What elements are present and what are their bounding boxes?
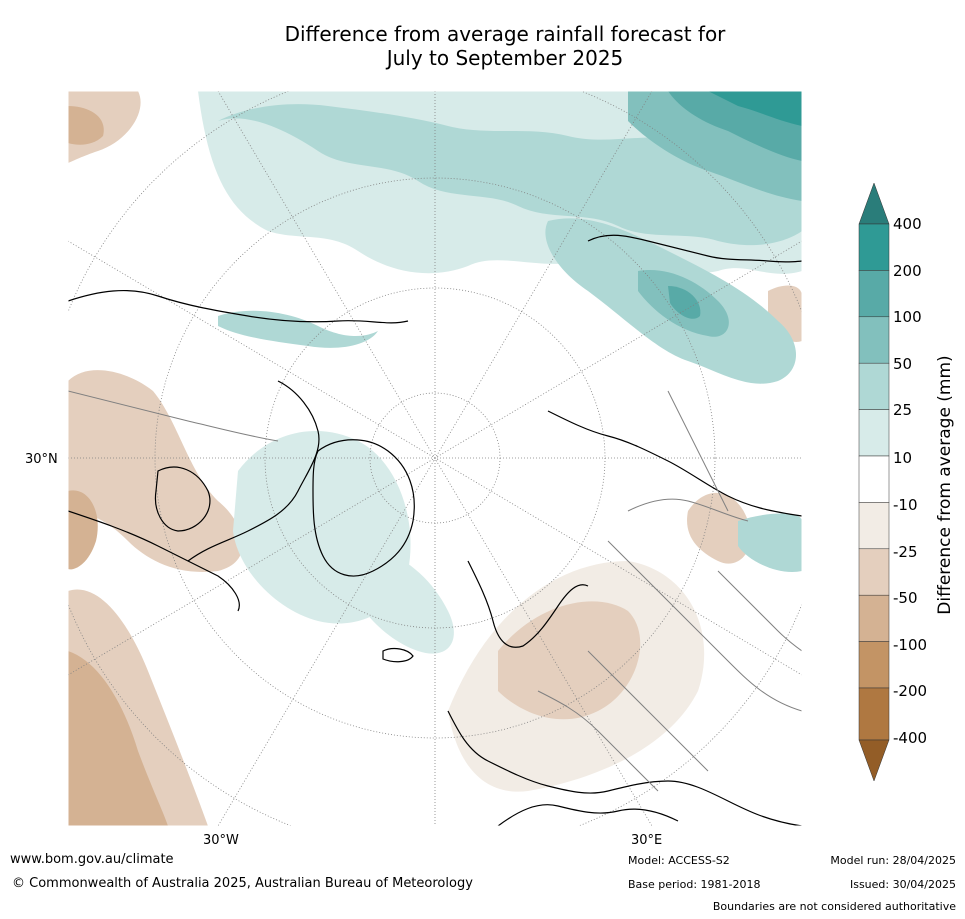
meridian-line — [68, 240, 802, 676]
colorbar-tick-neg50: -50 — [893, 589, 918, 607]
boundary-line — [627, 498, 749, 522]
footer-website: www.bom.gov.au/climate — [10, 852, 174, 867]
coastline-canada-arctic — [187, 380, 320, 562]
colorbar-extend-bottom — [858, 739, 890, 782]
colorbar-tick-neg25: -25 — [893, 543, 918, 561]
dry-region-europe-core — [498, 601, 641, 720]
colorbar-tick-400: 400 — [893, 215, 922, 233]
wet-region-alaska — [218, 310, 378, 348]
wet-region-north-atlantic — [348, 549, 454, 654]
footer-model: Model: ACCESS-S2 — [628, 854, 730, 867]
wet-region-siberia-peak — [668, 286, 701, 319]
coastline-scandinavia — [467, 560, 589, 648]
title-line-1: Difference from average rainfall forecas… — [284, 22, 726, 46]
lat-label-30n: 30°N — [25, 452, 58, 467]
colorbar-tick-neg100: -100 — [893, 636, 928, 654]
footer-copyright: © Commonwealth of Australia 2025, Austra… — [12, 876, 473, 891]
lon-label-30w: 30°W — [203, 833, 239, 848]
graticule — [68, 91, 802, 826]
coastline-mediterranean — [497, 804, 679, 826]
colorbar-tick-100: 100 — [893, 308, 922, 326]
boundary-line — [667, 390, 729, 512]
footer-model-run: Model run: 28/04/2025 — [830, 854, 956, 867]
title-line-2: July to September 2025 — [386, 46, 624, 70]
colorbar-tick-10: 10 — [893, 449, 913, 467]
colorbar — [858, 183, 890, 782]
coastline-chukotka — [587, 234, 802, 263]
dry-region-nw-core — [68, 106, 104, 145]
colorbar-segment-5 — [858, 409, 890, 457]
dry-region-north-america-core — [68, 490, 98, 570]
colorbar-segment-1 — [858, 223, 890, 271]
wet-region-ne-peak — [708, 91, 802, 126]
footer-disclaimer: Boundaries are not considered authoritat… — [712, 900, 956, 913]
coastline-north-america-east — [68, 510, 240, 612]
boundary-line — [68, 390, 279, 442]
coastlines — [68, 234, 802, 826]
colorbar-segment-11 — [858, 687, 890, 741]
colorbar-segment-10 — [858, 641, 890, 689]
colorbar-tick-50: 50 — [893, 355, 913, 373]
country-boundaries — [68, 390, 802, 792]
colorbar-tick-neg200: -200 — [893, 682, 928, 700]
boundary-line — [607, 540, 802, 712]
colorbar-tick-neg400: -400 — [893, 729, 928, 747]
footer-issued: Issued: 30/04/2025 — [849, 878, 956, 891]
colorbar-segment-2 — [858, 270, 890, 318]
dry-region-pacific-core — [68, 651, 168, 826]
boundary-line — [587, 650, 709, 772]
coastline-hudson-bay — [154, 466, 211, 532]
coastline-alaska — [68, 289, 409, 324]
colorbar-segment-3 — [858, 316, 890, 364]
coastline-siberia — [547, 410, 802, 517]
coastline-europe — [447, 710, 802, 826]
colorbar-axis-label: Difference from average (mm) — [935, 355, 955, 615]
meridian-line — [217, 91, 653, 826]
boundary-line — [717, 570, 802, 652]
wet-region-east-asia — [738, 513, 802, 572]
map-title: Difference from average rainfall forecas… — [0, 22, 965, 70]
colorbar-tick-neg10: -10 — [893, 496, 918, 514]
coastline-greenland — [312, 439, 415, 577]
coastline-iceland — [382, 647, 414, 663]
colorbar-tick-200: 200 — [893, 262, 922, 280]
colorbar-segment-6 — [858, 455, 890, 503]
colorbar-extend-top — [858, 183, 890, 225]
lon-label-30e: 30°E — [631, 833, 663, 848]
colorbar-segment-4 — [858, 362, 890, 410]
boundary-line — [537, 690, 659, 792]
dry-region-north-america — [68, 370, 243, 572]
colorbar-segment-8 — [858, 548, 890, 596]
colorbar-segment-7 — [858, 502, 890, 550]
colorbar-segment-9 — [858, 594, 890, 642]
forecast-map — [68, 91, 802, 826]
colorbar-tick-25: 25 — [893, 401, 913, 419]
footer-base-period: Base period: 1981-2018 — [628, 878, 761, 891]
dry-region-central-asia — [687, 492, 751, 564]
